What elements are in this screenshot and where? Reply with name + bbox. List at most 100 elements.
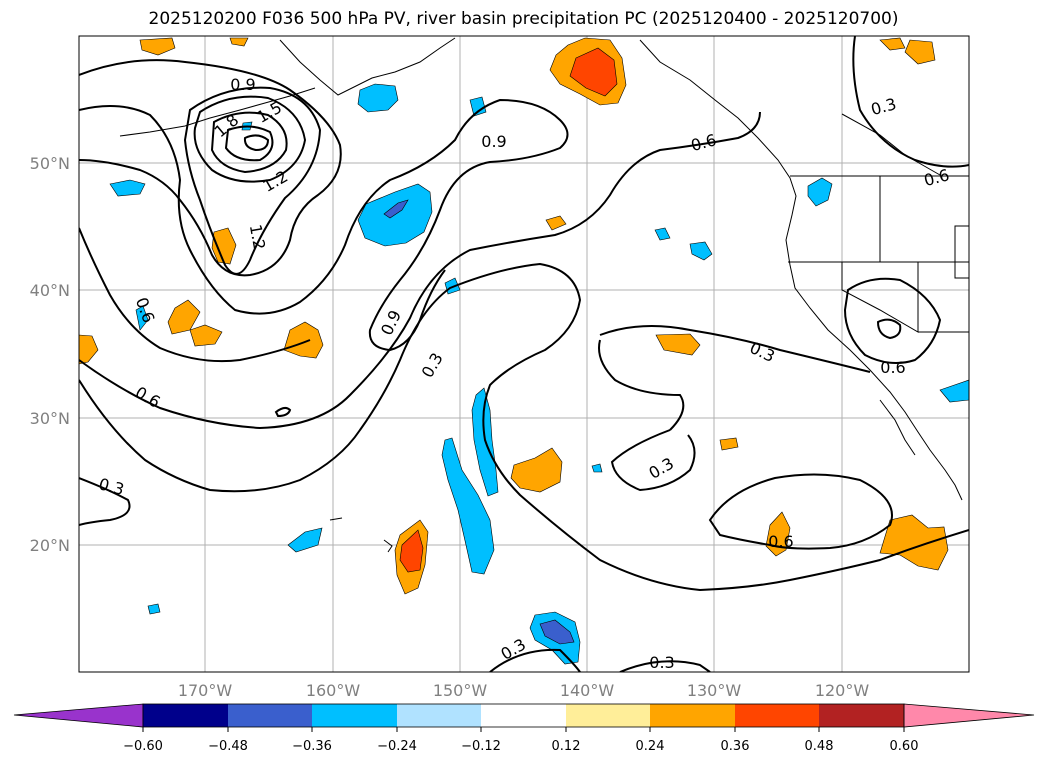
colorbar-ticks [142,727,905,732]
precip-patch [545,215,567,231]
colorbar-segment [312,704,397,727]
lat-label: 20°N [30,536,70,555]
pv-contour-0.3 [79,262,969,592]
colorbar-segment [143,704,228,727]
precip-patch [211,227,237,265]
pv-contours [79,36,969,672]
lat-labels: 50°N 40°N 30°N 20°N [30,154,70,555]
coastline-hawaii [383,539,393,553]
lat-label: 30°N [30,409,70,428]
precip-patch [879,514,949,571]
contour-label: 0.3 [649,653,674,672]
lon-label: 140°W [560,681,615,700]
colorbar-segment [228,704,312,727]
colorbar-extend-max [903,703,1035,728]
precip-patch [383,199,409,219]
pv-contour-0.3 [79,477,131,526]
colorbar-segment [650,704,735,727]
colorbar-tick-label: −0.12 [461,739,501,754]
precip-patch [189,324,223,347]
precip-patch [655,333,701,356]
border-state [954,225,969,279]
precip-patch [79,334,99,365]
colorbar-tick-label: −0.60 [123,739,163,754]
precip-patch [939,379,969,403]
precip-patch [904,39,936,65]
colorbar-extend-min [13,703,144,728]
pv-contour-0.9 [79,98,569,352]
pv-contour-0.3 [598,339,685,431]
precip-patch [807,177,833,207]
coastlines [119,37,969,553]
pv-contour-0.6 [79,111,761,430]
pv-contour-1.2 [183,86,322,275]
pv-contour-0.9 [79,59,342,277]
precip-patch [109,179,146,197]
precip-patch [654,227,671,241]
precip-patch [287,527,323,553]
lon-label: 120°W [815,681,870,700]
colorbar-tick-label: 0.24 [636,739,665,754]
map-frame [78,35,970,673]
precip-patches [79,37,969,665]
pv-contour-2.4 [243,134,270,152]
pv-contour-1.8 [210,111,288,174]
pv-contour-0.6 [708,473,893,550]
precip-patch [229,37,249,47]
chart-title: 2025120200 F036 500 hPa PV, river basin … [148,9,899,29]
pv-contour-0.3 [599,325,871,373]
precip-patch [510,447,563,493]
coastline-alaska [279,37,456,96]
coastline-baja [879,399,916,456]
colorbar-segment [397,704,481,727]
colorbar-segment [819,704,904,727]
colorbar-tick-label: −0.48 [208,739,248,754]
precip-patch [719,437,739,451]
pv-contour-0.3 [489,648,581,672]
precip-patch [139,37,176,56]
pv-contour-0.3 [610,429,696,492]
precip-patch [135,305,149,331]
colorbar-segment [735,704,819,727]
coastline-hawaii [329,517,343,521]
colorbar-tick-label: 0.12 [552,739,581,754]
colorbar-tick-label: 0.48 [805,739,834,754]
border-canada-alaska [841,113,941,176]
pv-contour-0.6 [79,227,311,363]
pv-contour-0.6 [843,277,942,365]
precip-patch [469,96,487,117]
lat-label: 40°N [30,281,70,300]
pv-contour-2.1 [224,125,274,162]
contour-label: 0.6 [880,358,905,377]
precip-patch [591,463,603,473]
lat-label: 50°N [30,154,70,173]
border-state [841,262,919,333]
contour-label: 0.6 [768,532,793,551]
colorbar-frame [142,703,905,728]
precip-patch [283,321,324,359]
lon-label: 160°W [306,681,361,700]
precip-patch [399,529,424,573]
colorbar-tick-label: 0.36 [721,739,750,754]
precip-patch [357,83,399,113]
pv-contour-0.3 [619,660,711,672]
colorbar: −0.60 −0.48 −0.36 −0.24 −0.12 0.12 0.24 … [13,703,1035,754]
precip-patch [689,241,713,261]
lon-label: 170°W [178,681,233,700]
colorbar-tick-label: 0.60 [890,739,919,754]
coastline-aleutians [119,87,316,137]
pv-contour-0.9 [876,318,902,340]
precip-patch [147,603,161,615]
pv-contour-0.6 [274,406,292,418]
contour-label: 0.9 [481,132,506,151]
pv-contour-0.3 [852,36,969,168]
lon-labels: 170°W 160°W 150°W 140°W 130°W 120°W [178,681,870,700]
pv-contour-1.5 [193,95,307,183]
lon-label: 130°W [687,681,742,700]
lon-label: 150°W [433,681,488,700]
colorbar-segment [566,704,650,727]
coastline-west-north-america [639,39,963,501]
colorbar-tick-label: −0.36 [292,739,332,754]
contour-label: 0.9 [230,75,255,94]
